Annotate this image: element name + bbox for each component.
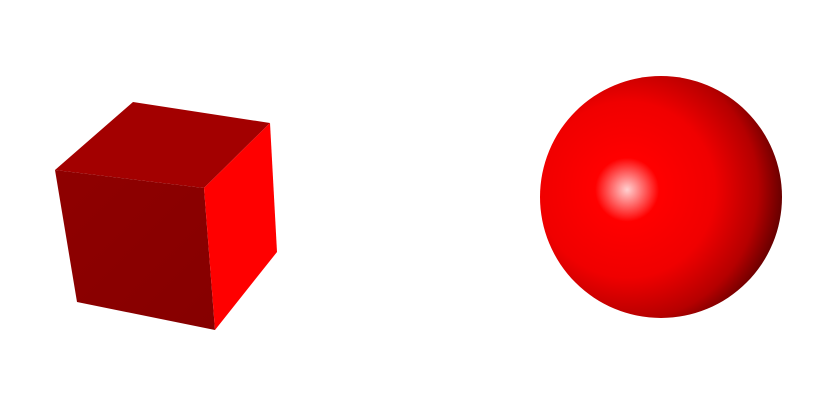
sphere bbox=[540, 76, 782, 318]
cube-front-face bbox=[55, 170, 215, 330]
cube bbox=[55, 102, 277, 330]
cube-side-face bbox=[204, 123, 277, 330]
cube-top-face bbox=[55, 102, 270, 188]
sphere-body bbox=[540, 76, 782, 318]
